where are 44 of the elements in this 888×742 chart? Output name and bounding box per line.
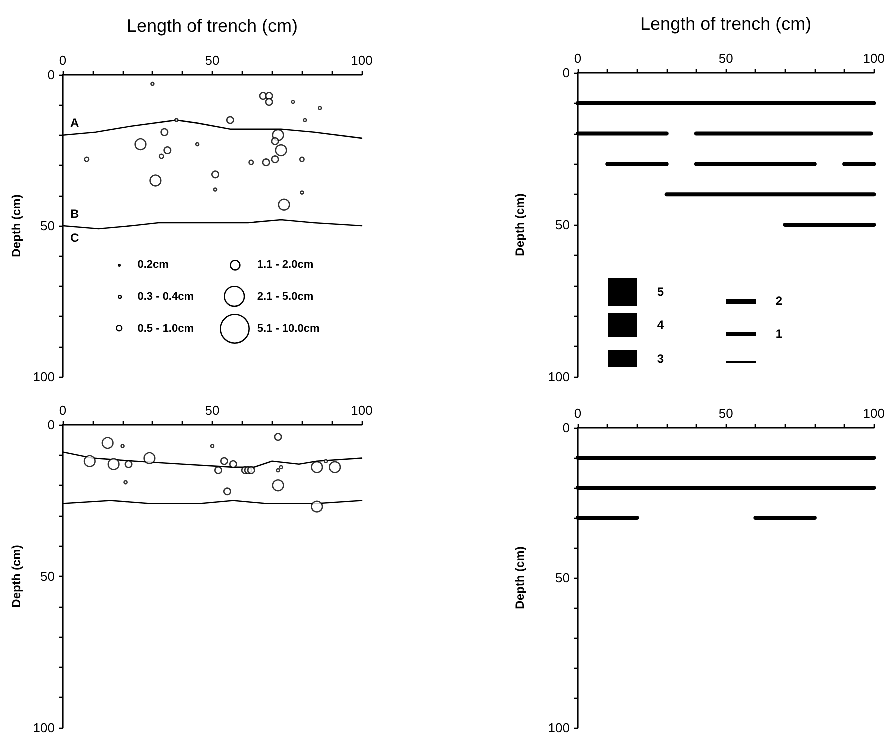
legend-label: 0.3 - 0.4cm <box>138 290 194 303</box>
x-tick-label: 100 <box>863 406 886 421</box>
x-tick-label: 100 <box>351 403 373 418</box>
x-tick-label: 0 <box>59 53 67 68</box>
legend-label: 2.1 - 5.0cm <box>257 290 314 303</box>
annotation: 2 <box>776 294 783 308</box>
y-tick-label: 50 <box>40 569 55 584</box>
annotation: C <box>70 231 80 245</box>
x-tick-label: 0 <box>574 406 582 421</box>
y-axis-title: Depth (cm) <box>9 545 24 608</box>
legend-label: 0.2cm <box>138 259 169 272</box>
x-axis-title: Length of trench (cm) <box>640 14 812 34</box>
x-tick-label: 50 <box>718 406 734 421</box>
y-tick-label: 100 <box>33 370 55 384</box>
annotation: A <box>70 116 80 130</box>
y-tick-label: 0 <box>48 68 55 82</box>
annotation: B <box>70 207 80 221</box>
annotation: 1 <box>776 327 783 342</box>
y-axis-title: Depth (cm) <box>9 194 24 258</box>
y-tick-label: 0 <box>48 418 55 432</box>
annotation: 3 <box>657 352 664 366</box>
y-tick-label: 50 <box>40 218 55 234</box>
x-axis-title: Length of trench (cm) <box>126 16 298 36</box>
y-tick-label: 100 <box>548 370 570 384</box>
x-tick-label: 50 <box>205 403 220 418</box>
y-tick-label: 50 <box>556 218 570 232</box>
x-tick-label: 100 <box>863 51 886 66</box>
y-tick-label: 100 <box>33 720 55 736</box>
y-tick-label: 0 <box>562 66 570 80</box>
annotation: 5 <box>657 284 664 299</box>
y-tick-label: 50 <box>556 570 570 586</box>
legend-label: 0.5 - 1.0cm <box>138 322 194 335</box>
y-tick-label: 100 <box>548 720 570 736</box>
y-tick-label: 0 <box>562 420 570 436</box>
y-axis-title: Depth (cm) <box>513 194 527 256</box>
x-tick-label: 100 <box>351 53 373 68</box>
x-tick-label: 0 <box>574 51 582 66</box>
legend-label: 1.1 - 2.0cm <box>257 259 314 272</box>
legend-label: 5.1 - 10.0cm <box>257 322 320 335</box>
y-axis-title: Depth (cm) <box>513 546 527 610</box>
x-tick-label: 50 <box>205 53 220 68</box>
x-tick-label: 50 <box>718 51 734 66</box>
annotation: 4 <box>657 318 664 332</box>
x-tick-label: 0 <box>59 403 67 418</box>
